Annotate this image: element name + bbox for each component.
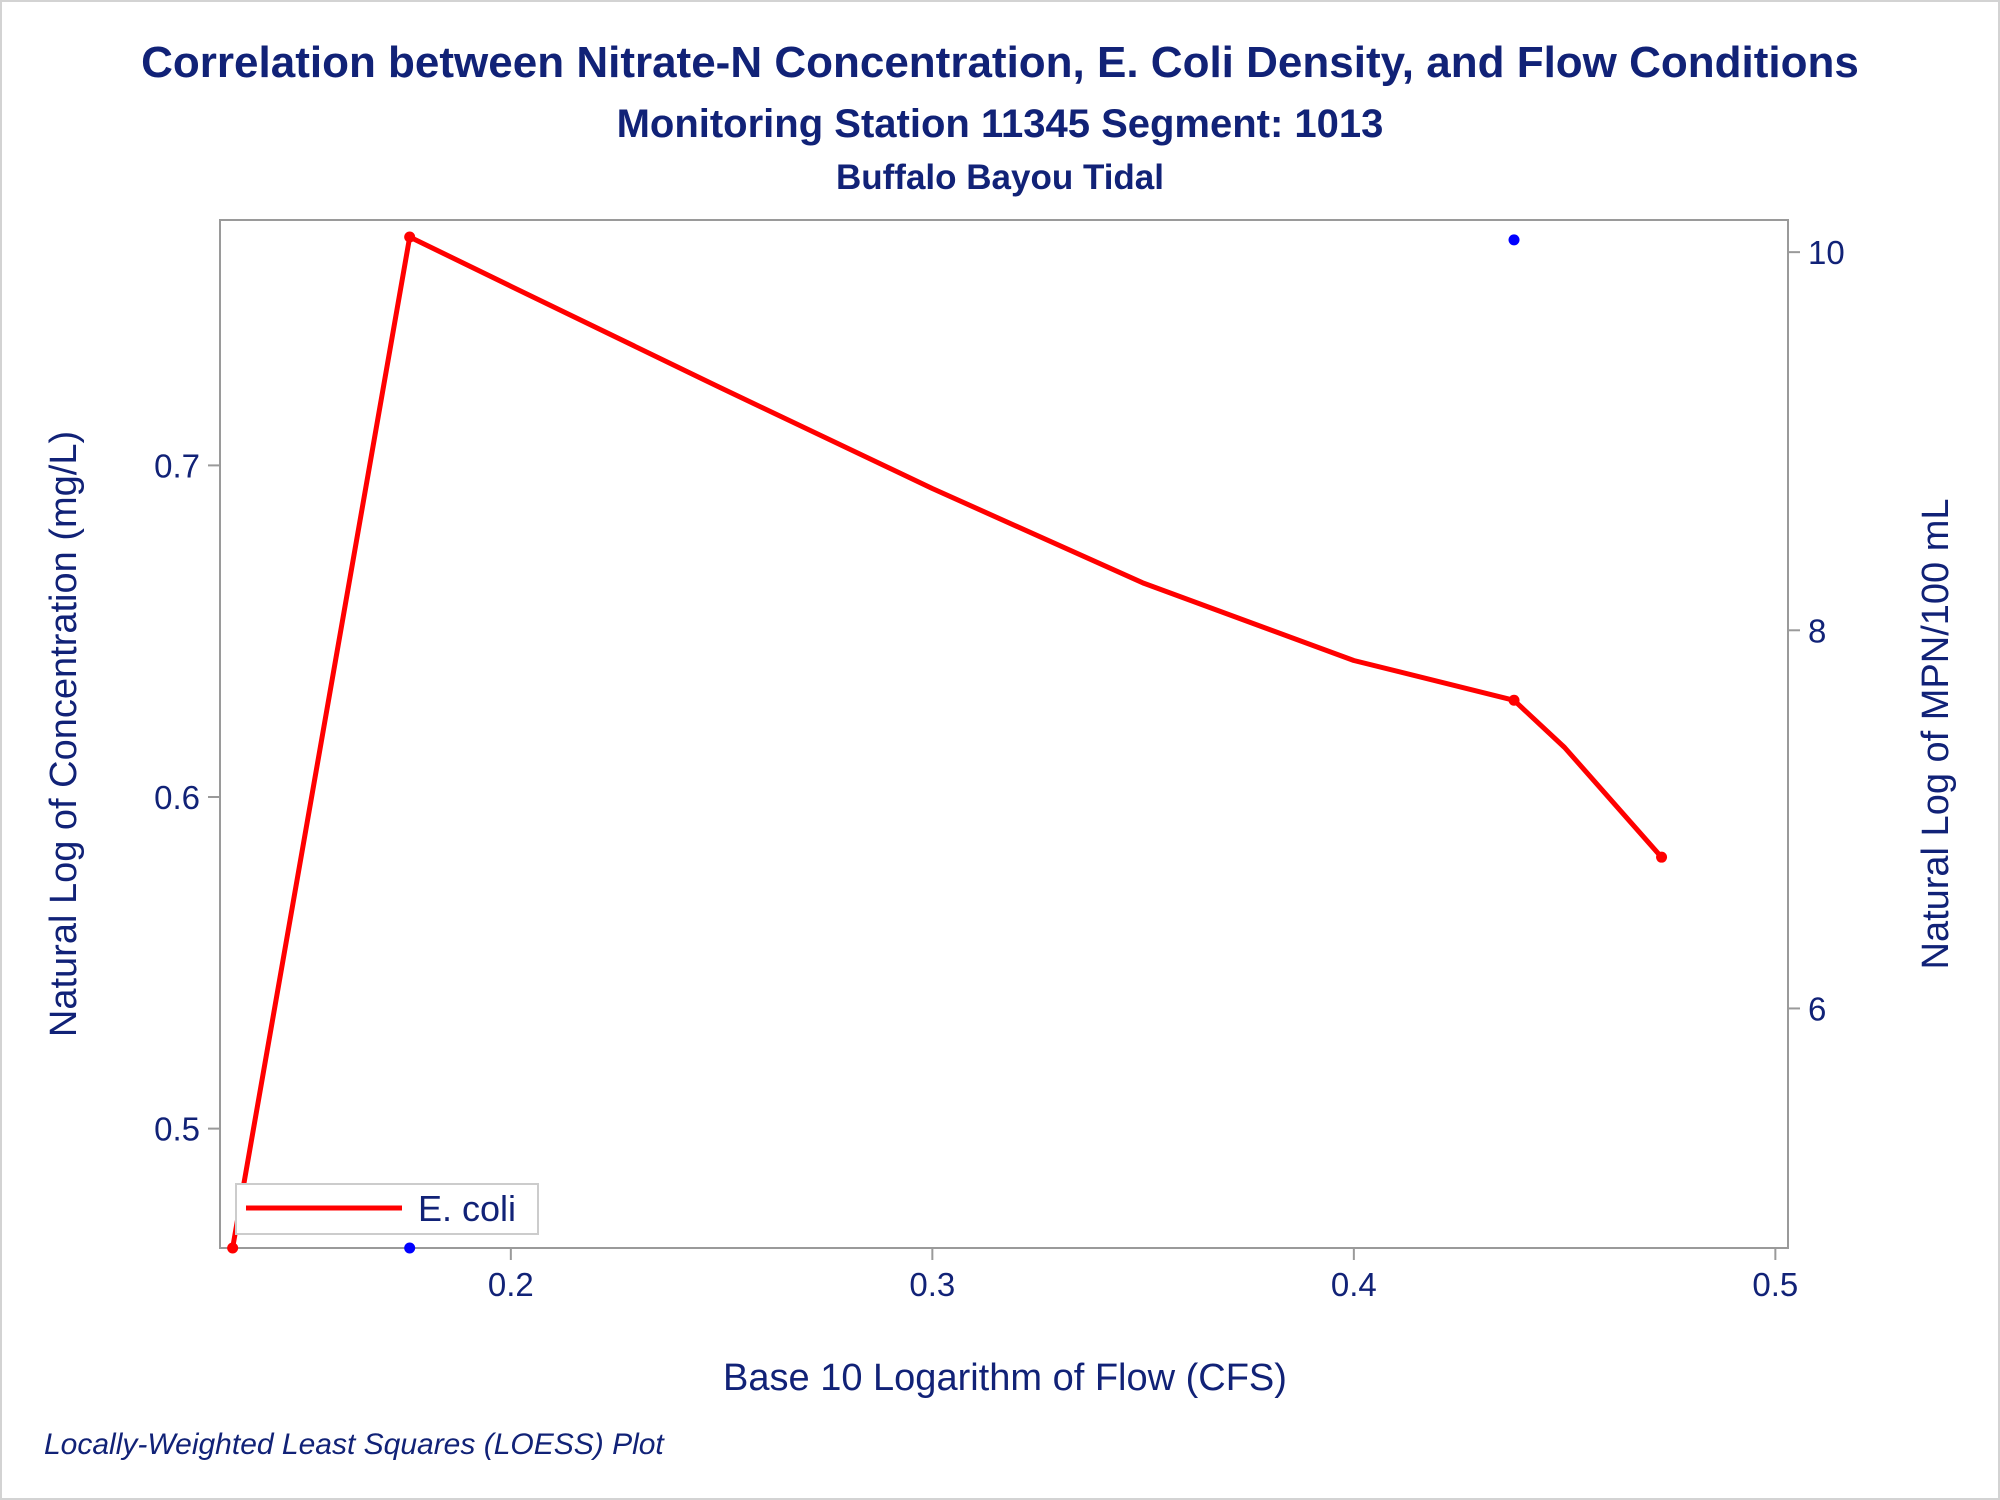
x-tick-label: 0.3 (909, 1266, 955, 1303)
y-left-tick-label: 0.7 (154, 447, 200, 484)
y-right-tick-label: 6 (1808, 990, 1826, 1027)
plot-area (219, 219, 1789, 1249)
ecoli-point (1508, 694, 1520, 706)
nitrate-point (404, 1242, 416, 1254)
y-left-tick-label: 0.5 (154, 1111, 200, 1148)
chart-subtitle-location: Buffalo Bayou Tidal (836, 158, 1164, 197)
ecoli-point (227, 1242, 239, 1254)
chart-subtitle: Monitoring Station 11345 Segment: 1013 (616, 102, 1384, 146)
y-axis-left-label: Natural Log of Concentration (mg/L) (43, 431, 85, 1037)
y-left-tick-label: 0.6 (154, 779, 200, 816)
y-axis-right: 6 8 10 (1788, 234, 1845, 1027)
y-right-tick-label: 10 (1808, 234, 1845, 271)
x-tick-label: 0.2 (488, 1266, 534, 1303)
y-axis-left: 0.5 0.6 0.7 (154, 447, 220, 1148)
x-axis: 0.2 0.3 0.4 0.5 (488, 1248, 1798, 1303)
ecoli-point (1656, 851, 1668, 863)
chart-title: Correlation between Nitrate-N Concentrat… (141, 38, 1859, 87)
y-right-tick-label: 8 (1808, 612, 1826, 649)
x-tick-label: 0.4 (1331, 1266, 1377, 1303)
y-axis-right-label: Natural Log of MPN/100 mL (1915, 498, 1957, 969)
ecoli-point (404, 231, 416, 243)
ecoli-loess-line (230, 234, 1664, 1249)
legend-label: E. coli (418, 1188, 516, 1229)
legend: E. coli (235, 1183, 539, 1235)
x-tick-label: 0.5 (1752, 1266, 1798, 1303)
nitrate-point (1508, 234, 1520, 246)
chart-footnote: Locally-Weighted Least Squares (LOESS) P… (44, 1428, 664, 1461)
series-layer (227, 231, 1668, 1254)
x-axis-label: Base 10 Logarithm of Flow (CFS) (723, 1357, 1287, 1399)
